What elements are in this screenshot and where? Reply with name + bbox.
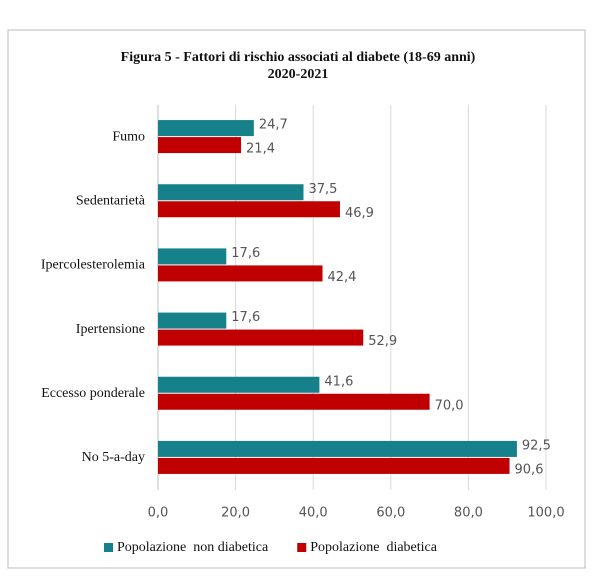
bar	[158, 184, 304, 201]
x-tick-label: 0,0	[148, 506, 169, 521]
bar	[158, 440, 517, 457]
legend-swatch	[297, 543, 307, 552]
y-tick-label: Fumo	[112, 129, 145, 144]
value-label: 42,4	[328, 270, 357, 285]
value-label: 17,6	[231, 246, 260, 261]
x-tick-label: 20,0	[221, 506, 250, 521]
chart-title: Figura 5 - Fattori di rischio associati …	[121, 50, 476, 65]
x-tick-label: 80,0	[454, 506, 483, 521]
value-label: 46,9	[345, 206, 374, 221]
value-label: 37,5	[309, 182, 338, 197]
value-label: 21,4	[246, 142, 275, 157]
chart-frame	[7, 29, 586, 569]
bar	[158, 201, 340, 218]
x-tick-label: 100,0	[527, 506, 564, 521]
bar	[158, 265, 323, 282]
y-tick-label: Ipercolesterolemia	[41, 258, 146, 273]
legend-label: Popolazione non diabetica	[117, 540, 269, 555]
y-tick-label: No 5-a-day	[82, 450, 145, 465]
value-label: 70,0	[435, 398, 464, 413]
value-label: 52,9	[368, 334, 397, 349]
value-label: 92,5	[522, 438, 551, 453]
x-tick-label: 60,0	[376, 506, 405, 521]
bar	[158, 376, 320, 393]
y-tick-label: Sedentarietà	[76, 193, 146, 208]
chart-title: 2020-2021	[268, 67, 329, 82]
bar	[158, 457, 510, 474]
bar	[158, 137, 242, 154]
legend-swatch	[104, 543, 113, 552]
bar	[158, 312, 227, 329]
value-label: 24,7	[259, 118, 288, 133]
y-tick-label: Eccesso ponderale	[41, 386, 145, 401]
legend-label: Popolazione diabetica	[310, 540, 438, 555]
bar	[158, 393, 430, 410]
bar	[158, 248, 227, 265]
bar	[158, 120, 254, 137]
y-tick-label: Ipertensione	[76, 322, 145, 337]
value-label: 41,6	[324, 374, 353, 389]
bar	[158, 329, 364, 346]
value-label: 17,6	[231, 310, 260, 325]
x-tick-label: 40,0	[299, 506, 328, 521]
value-label: 90,6	[515, 462, 544, 477]
